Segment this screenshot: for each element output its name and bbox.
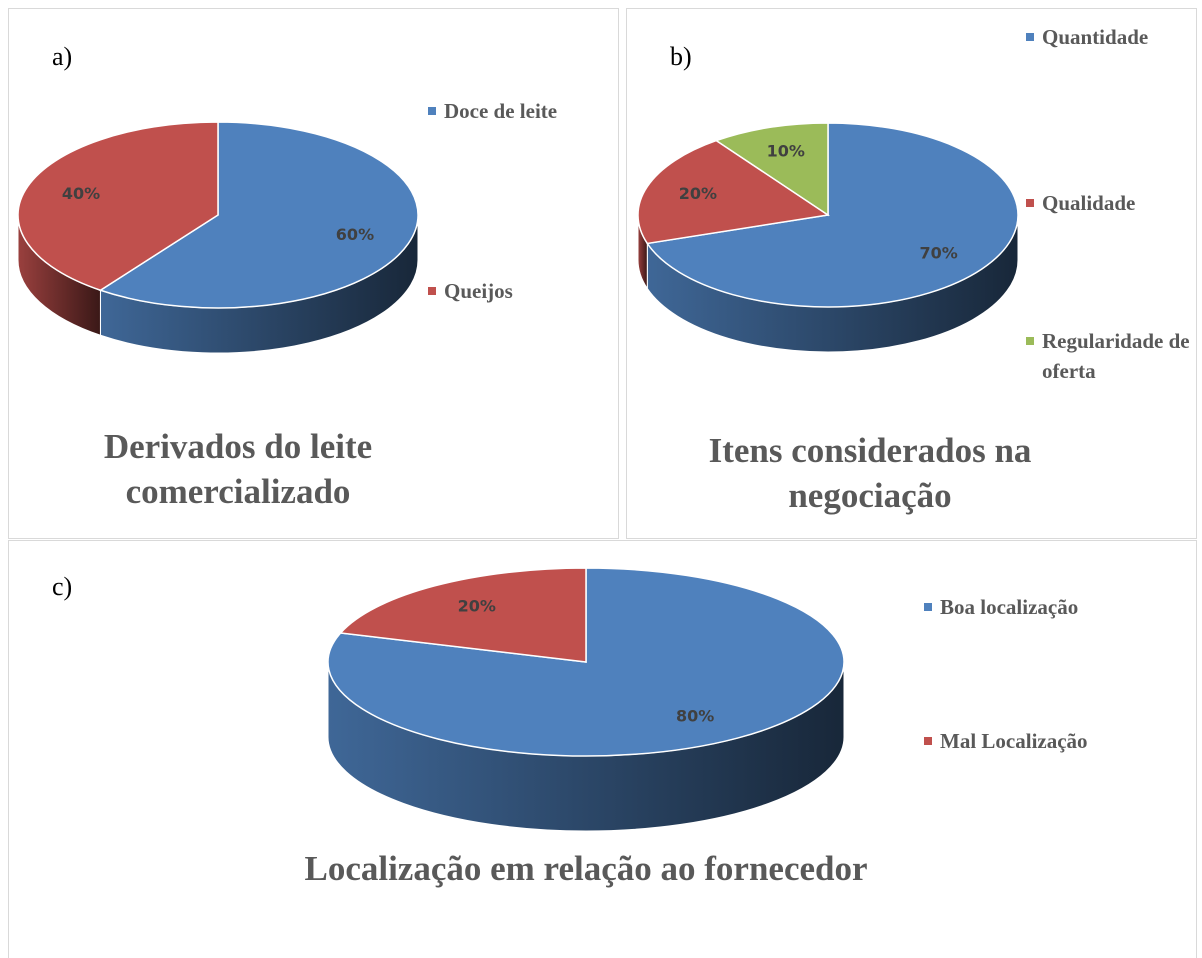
legend-label: Doce de leite: [444, 99, 558, 123]
pie-slice: [637, 139, 831, 245]
chart-title: Itens considerados na negociação: [708, 431, 1032, 515]
legend-label: Queijos: [444, 279, 513, 303]
value-label: 10%: [767, 142, 805, 161]
panel-label: b): [670, 42, 692, 71]
legend-item: Doce de leite: [428, 96, 557, 126]
value-label: 20%: [679, 184, 717, 203]
legend-item: Queijos: [428, 276, 513, 306]
panel-label: a): [52, 42, 73, 71]
legend-item: Quantidade: [1026, 22, 1192, 52]
legend-marker: [1026, 33, 1034, 41]
legend-label: Regularidade de oferta: [1042, 329, 1190, 383]
pie-slice: [17, 121, 219, 292]
pie-slice: [339, 567, 587, 663]
legend-label: Qualidade: [1042, 191, 1136, 215]
chart-title: Derivados do leite comercializado: [103, 427, 373, 511]
pie-slice: [646, 122, 1019, 308]
legend-marker: [428, 287, 436, 295]
value-label: 40%: [62, 184, 100, 203]
panel: [626, 8, 1197, 539]
legend-marker: [428, 107, 436, 115]
panel-label: c): [52, 572, 73, 601]
legend-marker: [924, 737, 932, 745]
legend-marker: [1026, 199, 1034, 207]
legend-label: Quantidade: [1042, 25, 1149, 49]
value-label: 60%: [336, 225, 374, 244]
chart-title: Localização em relação ao fornecedor: [304, 849, 868, 888]
legend-item: Boa localização: [924, 592, 1078, 622]
panel: [8, 8, 619, 539]
legend-item: Qualidade: [1026, 188, 1192, 218]
pie-slice: [98, 121, 419, 309]
legend-marker: [924, 603, 932, 611]
value-label: 20%: [458, 597, 496, 616]
legend-item: Mal Localização: [924, 726, 1088, 756]
legend-item: Regularidade de oferta: [1026, 326, 1192, 386]
pie-slice: [327, 567, 845, 757]
value-label: 70%: [920, 243, 958, 262]
legend-label: Boa localização: [940, 595, 1079, 619]
value-label: 80%: [676, 706, 714, 725]
pie-slice: [714, 122, 829, 217]
legend-label: Mal Localização: [940, 729, 1088, 753]
legend-marker: [1026, 337, 1034, 345]
panel: [8, 540, 1197, 958]
